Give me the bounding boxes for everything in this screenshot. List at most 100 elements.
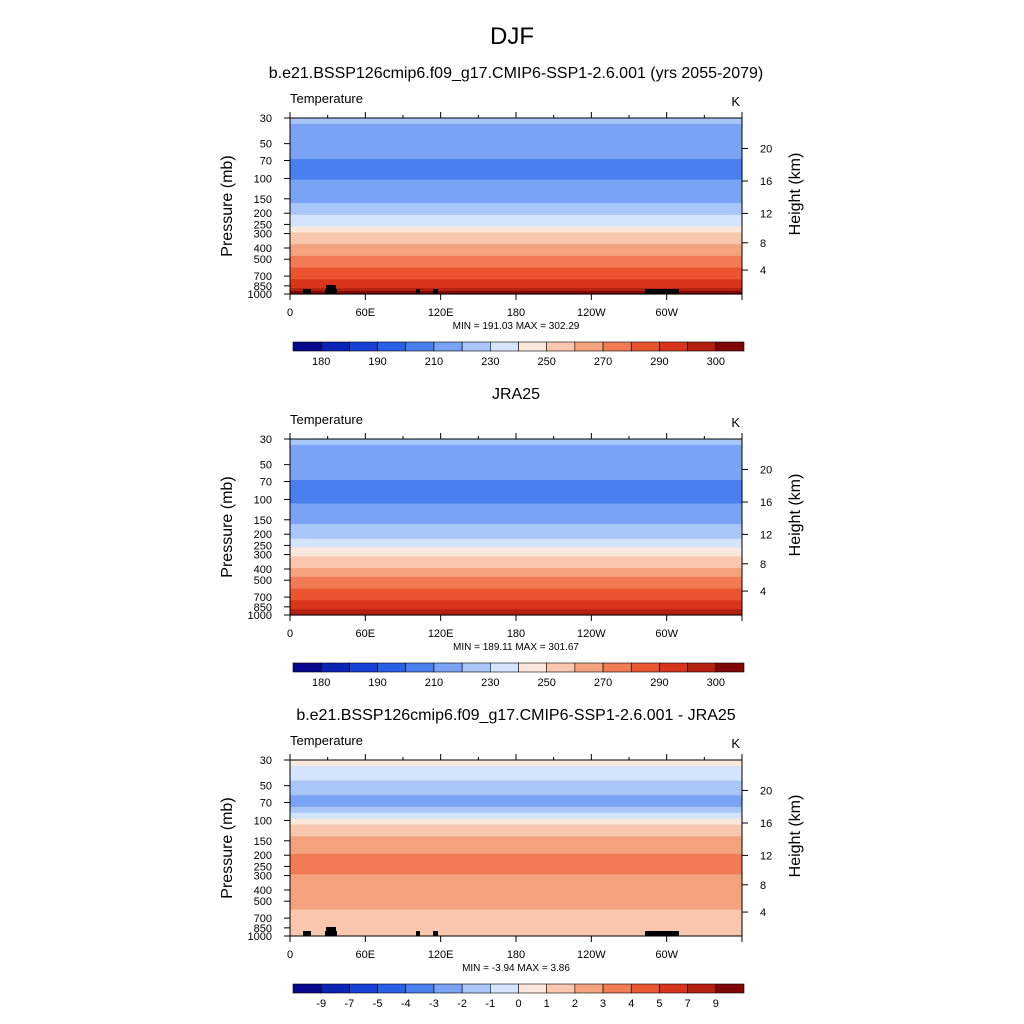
contour-band — [290, 777, 742, 782]
y-right-tick-label: 4 — [760, 907, 766, 919]
contour-band — [290, 812, 742, 817]
contour-band — [290, 474, 742, 478]
contour-band — [290, 503, 742, 508]
contour-band — [290, 886, 742, 890]
contour-band — [290, 842, 742, 846]
topography-mask — [325, 931, 337, 936]
y-tick-label: 500 — [254, 575, 272, 587]
colorbar-swatch — [377, 983, 407, 994]
colorbar-swatch — [292, 983, 322, 994]
colorbar-label: 300 — [707, 677, 725, 689]
contour-band — [290, 550, 742, 554]
colorbar-swatch — [405, 662, 435, 673]
contour-band — [290, 159, 742, 163]
colorbar-label: 230 — [481, 356, 499, 368]
contour-band — [290, 518, 742, 522]
contour-band — [290, 497, 742, 502]
colorbar-swatch — [715, 662, 745, 673]
contour-band — [290, 529, 742, 534]
y-tick-label: 30 — [260, 434, 272, 446]
colorbar-swatch — [630, 662, 660, 673]
y-right-tick-label: 16 — [760, 497, 772, 509]
contour-band — [290, 859, 742, 864]
contour-band — [290, 818, 742, 823]
y-tick-label: 150 — [254, 836, 272, 848]
y-tick-label: 700 — [254, 913, 272, 925]
contour-band — [290, 261, 742, 266]
contour-band — [290, 235, 742, 239]
contour-band — [290, 845, 742, 849]
contour-band — [290, 132, 742, 137]
colorbar-swatch — [292, 662, 322, 673]
contour-band — [290, 562, 742, 566]
contour-field — [290, 118, 742, 295]
contour-band — [290, 597, 742, 601]
contour-band — [290, 120, 742, 125]
colorbar-swatch — [602, 341, 632, 352]
y-tick-label: 1000 — [248, 610, 272, 622]
contour-band — [290, 930, 742, 934]
y-tick-label: 850 — [254, 923, 272, 935]
contour-band — [290, 229, 742, 233]
contour-band — [290, 191, 742, 195]
y-tick-label: 200 — [254, 850, 272, 862]
y-tick-label: 100 — [254, 173, 272, 185]
y-tick-label: 70 — [260, 798, 272, 810]
contour-band — [290, 924, 742, 928]
colorbar-label: 180 — [312, 356, 330, 368]
contour-band — [290, 267, 742, 272]
contour-band — [290, 774, 742, 779]
contour-band — [290, 167, 742, 172]
panel-title: b.e21.BSSP126cmip6.f09_g17.CMIP6-SSP1-2.… — [296, 707, 735, 724]
y-tick-label: 30 — [260, 113, 272, 125]
y-axis-title: Pressure (mb) — [219, 797, 236, 898]
topography-mask — [645, 289, 679, 294]
contour-band — [290, 214, 742, 219]
contour-band — [290, 282, 742, 286]
colorbar-label: 250 — [538, 677, 556, 689]
topography-mask — [433, 289, 438, 294]
contour-band — [290, 927, 742, 931]
colorbar-swatch — [320, 662, 350, 673]
colorbar-swatch — [546, 341, 576, 352]
colorbar-swatch — [687, 341, 717, 352]
contour-band — [290, 780, 742, 785]
contour-band — [290, 918, 742, 922]
contour-band — [290, 147, 742, 151]
contour-band — [290, 288, 742, 292]
x-tick-label: 120E — [428, 307, 454, 319]
colorbar-swatch — [518, 341, 547, 352]
y-tick-label: 1000 — [248, 289, 272, 301]
colorbar-label: 9 — [713, 998, 719, 1010]
colorbar-label: 300 — [707, 356, 725, 368]
variable-label: Temperature — [290, 91, 363, 106]
contour-band — [290, 217, 742, 222]
y-tick-label: 70 — [260, 477, 272, 489]
contour-band — [290, 194, 742, 198]
y-tick-label: 50 — [260, 139, 272, 151]
x-tick-label: 120W — [577, 628, 606, 640]
x-tick-label: 180 — [507, 307, 525, 319]
topography-mask — [326, 927, 336, 931]
contour-band — [290, 789, 742, 793]
contour-band — [290, 821, 742, 826]
contour-band — [290, 179, 742, 184]
colorbar-label: -9 — [316, 998, 326, 1010]
contour-band — [290, 512, 742, 516]
contour-field — [290, 439, 742, 616]
contour-band — [290, 138, 742, 143]
x-tick-label: 120W — [577, 949, 606, 961]
colorbar-swatch — [659, 983, 688, 994]
contour-band — [290, 606, 742, 610]
contour-band — [290, 459, 742, 464]
x-tick-label: 0 — [287, 307, 293, 319]
contour-band — [290, 118, 742, 121]
contour-band — [290, 912, 742, 917]
contour-band — [290, 883, 742, 887]
y-tick-label: 700 — [254, 592, 272, 604]
contour-band — [290, 768, 742, 773]
colorbar-swatch — [490, 983, 519, 994]
colorbar-swatch — [349, 662, 378, 673]
colorbar-label: 3 — [600, 998, 606, 1010]
